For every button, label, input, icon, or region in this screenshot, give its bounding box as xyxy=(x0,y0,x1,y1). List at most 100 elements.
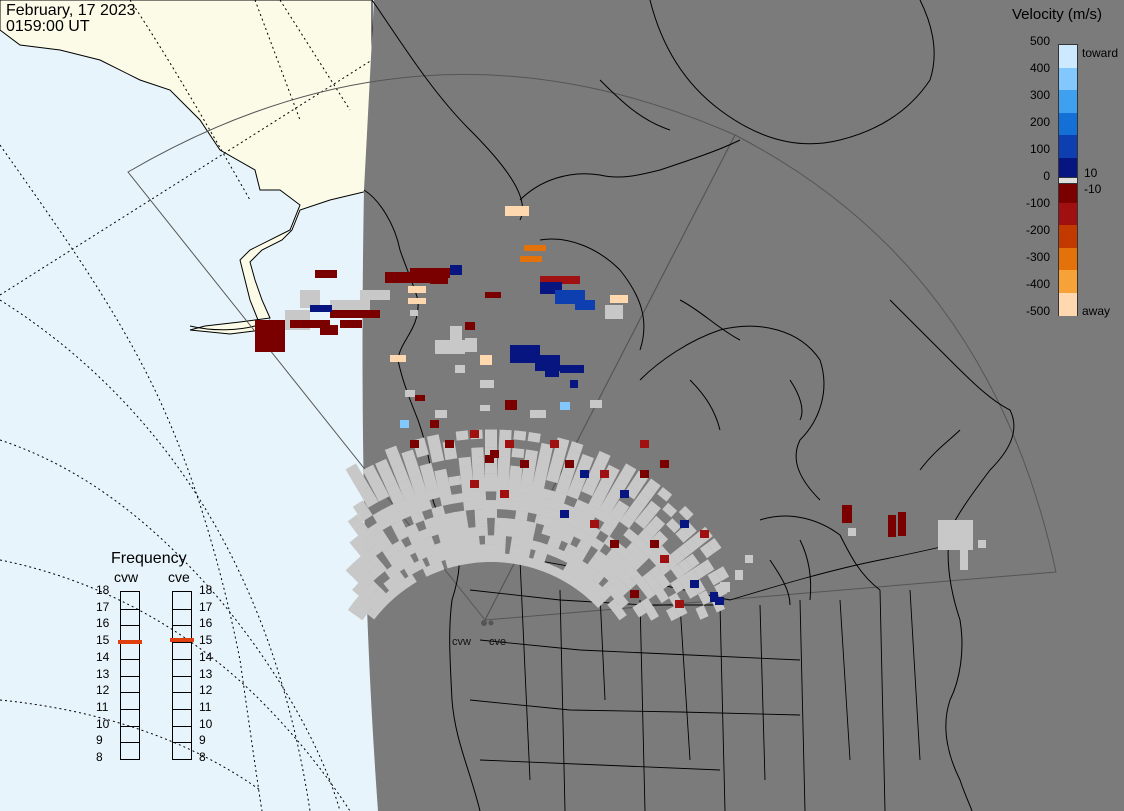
scatter-cell xyxy=(842,505,852,523)
freq-scale-label-left: 10 xyxy=(96,716,110,731)
scatter-cell xyxy=(471,447,484,457)
scatter-cell xyxy=(520,529,535,541)
scatter-cell xyxy=(692,564,707,580)
freq-gridline xyxy=(121,658,139,660)
scatter-cell xyxy=(458,456,472,467)
scatter-cell xyxy=(419,462,434,475)
scatter-cell xyxy=(391,462,406,475)
scatter-cell xyxy=(579,453,594,467)
scatter-cell xyxy=(547,536,562,549)
velocity-color-swatch xyxy=(1059,157,1077,181)
scatter-cell xyxy=(504,518,517,529)
scatter-cell xyxy=(520,475,534,487)
scatter-cell xyxy=(480,405,490,411)
scatter-cell xyxy=(617,470,632,485)
scatter-cell xyxy=(453,510,468,522)
velocity-tick-label: 300 xyxy=(1029,88,1050,102)
scatter-cell xyxy=(898,512,906,536)
scatter-cell xyxy=(505,400,517,410)
velocity-color-swatch xyxy=(1059,135,1077,158)
scatter-cell xyxy=(404,457,419,471)
scatter-cell xyxy=(612,605,627,621)
scatter-cell xyxy=(640,470,649,478)
scatter-cell xyxy=(474,508,488,519)
cve-site-marker xyxy=(488,620,494,626)
scatter-cell xyxy=(507,483,521,494)
scatter-cell xyxy=(352,500,368,515)
scatter-cell xyxy=(450,265,462,275)
scatter-cell xyxy=(690,580,699,588)
scatter-cell xyxy=(522,520,537,532)
freq-scale-label-left: 13 xyxy=(96,666,110,681)
radar-scatter-layer xyxy=(255,206,986,622)
scatter-cell xyxy=(550,440,559,448)
scatter-cell xyxy=(645,500,661,516)
scatter-cell xyxy=(485,500,497,510)
freq-marker-cve xyxy=(170,638,194,643)
scatter-cell xyxy=(467,535,480,546)
scatter-cell xyxy=(366,472,382,486)
scatter-cell xyxy=(408,298,426,304)
scatter-cell xyxy=(399,555,415,569)
freq-scale-label-right: 10 xyxy=(199,716,213,731)
scatter-cell xyxy=(596,586,611,602)
scatter-cell xyxy=(590,400,602,408)
scatter-cell xyxy=(530,410,546,418)
scatter-cell xyxy=(485,455,494,463)
scatter-cell xyxy=(390,355,406,362)
cvw-site-label: cvw xyxy=(452,636,471,648)
scatter-cell xyxy=(960,550,968,570)
scatter-cell xyxy=(377,537,393,552)
scatter-cell xyxy=(608,486,623,501)
scatter-cell xyxy=(635,492,651,508)
freq-scale-label-right: 18 xyxy=(199,583,213,597)
scatter-cell xyxy=(610,540,619,548)
scatter-cell xyxy=(500,490,509,498)
scatter-cell xyxy=(497,456,511,466)
scatter-cell xyxy=(409,474,424,487)
scatter-cell xyxy=(401,486,416,500)
scatter-cell xyxy=(418,499,433,513)
scatter-cell xyxy=(553,445,568,458)
velocity-color-swatch xyxy=(1059,67,1077,91)
scatter-cell xyxy=(632,535,648,551)
scatter-cell xyxy=(495,500,508,510)
scatter-cell xyxy=(638,528,654,544)
freq-scale-label-left: 11 xyxy=(96,699,109,714)
scatter-cell xyxy=(612,478,628,493)
scatter-cell xyxy=(315,270,337,278)
scatter-cell xyxy=(662,502,678,518)
freq-scale-label-right: 13 xyxy=(199,666,213,681)
cve-site-label: cve xyxy=(489,636,507,648)
scatter-cell xyxy=(675,600,684,608)
scatter-cell xyxy=(497,464,510,475)
scatter-cell xyxy=(428,442,443,455)
scatter-cell xyxy=(350,470,365,485)
scatter-cell xyxy=(407,503,422,516)
scatter-cell xyxy=(624,507,640,522)
scatter-cell xyxy=(588,496,604,510)
alaska-sunlit-land xyxy=(0,0,373,335)
scatter-cell xyxy=(710,592,718,602)
scatter-cell xyxy=(405,390,415,397)
scatter-cell xyxy=(426,434,441,446)
scatter-cell xyxy=(666,518,681,534)
scatter-cell xyxy=(623,528,639,543)
scatter-cell xyxy=(715,566,730,582)
freq-gridline xyxy=(173,658,191,660)
scatter-cell xyxy=(596,480,612,494)
scatter-cell xyxy=(401,449,416,462)
scatter-cell xyxy=(485,544,497,554)
scatter-cell xyxy=(656,574,671,590)
scatter-cell xyxy=(345,463,361,478)
scatter-cell xyxy=(572,547,587,562)
scatter-cell xyxy=(384,445,400,459)
scatter-cell xyxy=(372,509,388,523)
date-label: February, 17 2023 xyxy=(6,2,136,19)
scatter-cell xyxy=(360,290,390,300)
scatter-cell xyxy=(539,496,554,509)
scatter-cell xyxy=(485,482,497,492)
scatter-cell xyxy=(505,206,529,216)
scatter-cell xyxy=(641,584,656,600)
